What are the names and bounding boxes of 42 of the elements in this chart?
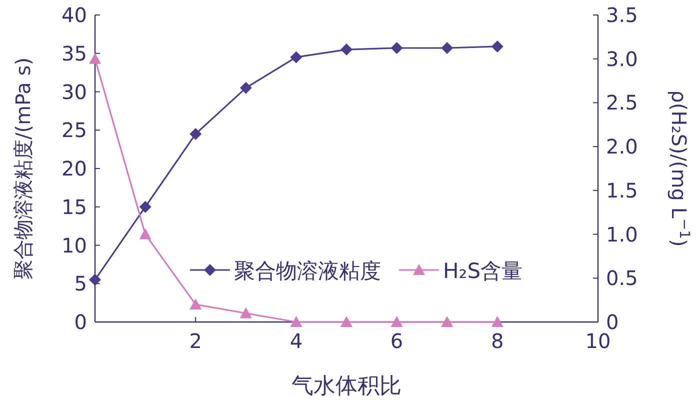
y2-tick-label: 1.5 <box>606 178 638 202</box>
point <box>89 274 101 286</box>
y2-tick-label: 3.5 <box>606 3 638 27</box>
point <box>190 298 202 310</box>
point <box>441 316 454 327</box>
x-tick-label: 4 <box>290 329 303 353</box>
y2-tick-label: 3.0 <box>606 46 638 71</box>
x-axis-title: 气水体积比 <box>292 374 402 399</box>
y-axis-title: 聚合物溶液粘度/(mPa s) <box>11 57 35 280</box>
point <box>240 307 252 318</box>
y2-tick-label: 2.5 <box>606 90 638 115</box>
point <box>340 316 352 327</box>
point <box>139 228 152 240</box>
point <box>240 82 252 94</box>
point <box>491 40 504 52</box>
point <box>290 51 302 64</box>
y-tick-label: 35 <box>62 41 87 66</box>
point <box>89 52 101 64</box>
y-tick-label: 30 <box>62 80 87 104</box>
y-tick-label: 5 <box>74 272 87 296</box>
y-tick-label: 0 <box>74 310 87 334</box>
y2-tick-label: 0.5 <box>606 266 638 290</box>
point <box>390 316 403 327</box>
legend-label: 聚合物溶液粘度 <box>234 259 381 283</box>
point <box>190 128 202 140</box>
y-tick-label: 20 <box>62 156 87 180</box>
point <box>441 42 454 54</box>
point <box>139 200 152 213</box>
x-tick-label: 6 <box>390 329 404 353</box>
y-tick-label: 10 <box>62 233 87 258</box>
y2-tick-label: 1.0 <box>606 222 638 246</box>
y-tick-label: 15 <box>62 194 87 219</box>
y2-tick-label: 2.0 <box>606 134 638 159</box>
y-tick-label: 25 <box>62 118 87 142</box>
point <box>290 316 302 327</box>
point <box>491 316 504 327</box>
point <box>340 44 352 56</box>
x-tick-label: 8 <box>491 329 504 353</box>
point <box>390 42 403 54</box>
x-tick-label: 2 <box>189 329 202 353</box>
legend-label: H₂S含量 <box>443 259 523 283</box>
y-tick-label: 40 <box>62 3 87 27</box>
